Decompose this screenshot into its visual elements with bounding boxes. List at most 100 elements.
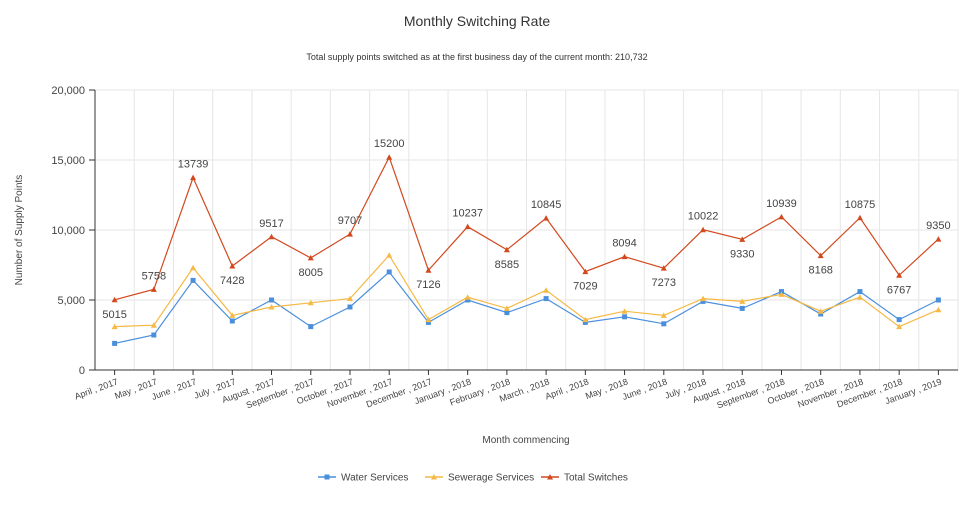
total-switches-data-label: 9707 bbox=[338, 215, 362, 227]
total-switches-point bbox=[464, 223, 471, 230]
total-switches-data-label: 6767 bbox=[887, 284, 911, 296]
water-services-point bbox=[661, 321, 667, 327]
legend-label: Total Switches bbox=[564, 473, 628, 484]
sewerage-services-point bbox=[582, 316, 589, 323]
water-services-point bbox=[386, 269, 392, 275]
total-switches-data-label: 8168 bbox=[808, 265, 832, 277]
water-services-point bbox=[269, 297, 275, 303]
water-services-point bbox=[308, 324, 314, 330]
total-switches-point bbox=[778, 213, 785, 220]
total-switches-point bbox=[346, 231, 353, 237]
total-switches-point bbox=[621, 253, 628, 260]
water-services-point bbox=[465, 297, 471, 303]
x-tick-label: April , 2017 bbox=[73, 376, 119, 401]
water-services-point bbox=[229, 318, 235, 324]
sewerage-services-point bbox=[268, 304, 275, 310]
total-switches-data-label: 10022 bbox=[688, 211, 719, 223]
sewerage-services-point bbox=[150, 322, 157, 328]
total-switches-point bbox=[386, 154, 393, 160]
total-switches-data-label: 8585 bbox=[495, 259, 519, 271]
y-tick-label: 0 bbox=[79, 365, 85, 377]
water-services-point bbox=[857, 289, 863, 295]
sewerage-services-line bbox=[114, 254, 939, 328]
total-switches-data-label: 9330 bbox=[730, 248, 754, 260]
total-switches-point bbox=[307, 254, 314, 261]
y-tick-label: 20,000 bbox=[51, 85, 85, 97]
sewerage-services-point bbox=[543, 287, 550, 293]
sewerage-services-point bbox=[307, 299, 314, 306]
total-switches-point bbox=[425, 267, 432, 273]
total-switches-data-label: 5015 bbox=[102, 309, 126, 321]
total-switches-line bbox=[114, 155, 939, 301]
data-labels: 5015 5758 13739 7428 9517 8005 9707 15200 7126 10… bbox=[102, 138, 950, 321]
water-services-point bbox=[425, 319, 431, 325]
total-switches-point bbox=[935, 236, 942, 242]
water-services-point bbox=[543, 296, 549, 302]
total-switches-point bbox=[817, 252, 824, 259]
sewerage-services-point bbox=[856, 294, 863, 300]
total-switches-point bbox=[700, 226, 707, 233]
legend-label: Sewerage Services bbox=[448, 473, 534, 484]
water-services-point bbox=[935, 297, 941, 303]
sewerage-services-point bbox=[817, 308, 824, 314]
water-services-point bbox=[582, 319, 588, 325]
water-services-point bbox=[739, 305, 745, 311]
total-switches-point bbox=[856, 214, 863, 221]
total-switches-data-label: 10845 bbox=[531, 199, 562, 211]
water-services-point bbox=[896, 317, 902, 323]
sewerage-services-point bbox=[386, 252, 393, 258]
sewerage-services-point bbox=[190, 264, 197, 271]
total-switches-data-label: 10939 bbox=[766, 198, 797, 210]
legend-item-sewerage-services[interactable]: Sewerage Services bbox=[425, 473, 534, 484]
total-switches-data-label: 7126 bbox=[416, 279, 440, 291]
total-switches-series bbox=[111, 154, 942, 303]
water-services-point bbox=[818, 311, 824, 317]
sewerage-services-point bbox=[660, 312, 667, 318]
total-switches-data-label: 7273 bbox=[652, 277, 676, 289]
sewerage-services-point bbox=[464, 294, 471, 300]
sewerage-services-point bbox=[621, 308, 628, 314]
total-switches-point bbox=[229, 263, 236, 269]
total-switches-point bbox=[739, 236, 746, 242]
total-switches-point bbox=[150, 286, 157, 292]
total-switches-point bbox=[111, 296, 118, 303]
total-switches-point bbox=[190, 174, 197, 181]
y-tick-label: 15,000 bbox=[51, 155, 85, 167]
total-switches-data-label: 5758 bbox=[142, 270, 166, 282]
legend-item-water-services[interactable]: Water Services bbox=[318, 473, 408, 484]
y-axis-title: Number of Supply Points bbox=[14, 175, 25, 286]
sewerage-services-point bbox=[935, 306, 942, 313]
sewerage-services-point bbox=[739, 298, 746, 304]
total-switches-point bbox=[543, 215, 550, 221]
legend[interactable]: Water Services Sewerage Services Total Swi… bbox=[318, 473, 628, 484]
x-tick-label: April , 2018 bbox=[544, 376, 590, 401]
chart-subtitle: Total supply points switched as at the f… bbox=[306, 52, 647, 62]
sewerage-services-point bbox=[503, 305, 510, 311]
total-switches-data-label: 15200 bbox=[374, 138, 405, 150]
water-services-point bbox=[151, 332, 157, 338]
legend-item-total-switches[interactable]: Total Switches bbox=[541, 473, 628, 484]
total-switches-data-label: 10237 bbox=[452, 208, 483, 220]
sewerage-services-point bbox=[111, 323, 118, 330]
legend-marker bbox=[431, 474, 437, 480]
sewerage-services-point bbox=[229, 312, 236, 318]
legend-label: Water Services bbox=[341, 473, 408, 484]
y-tick-label: 5,000 bbox=[57, 295, 85, 307]
water-services-point bbox=[622, 314, 628, 320]
series-group bbox=[111, 154, 942, 346]
water-services-point bbox=[112, 340, 118, 346]
sewerage-services-point bbox=[700, 295, 707, 302]
water-services-point bbox=[347, 304, 353, 310]
sewerage-services-series bbox=[111, 252, 942, 330]
total-switches-data-label: 8005 bbox=[299, 267, 323, 279]
total-switches-data-label: 9350 bbox=[926, 220, 950, 232]
total-switches-data-label: 7428 bbox=[220, 275, 244, 287]
total-switches-data-label: 13739 bbox=[178, 159, 209, 171]
x-axis-title: Month commencing bbox=[482, 435, 569, 446]
total-switches-data-label: 8094 bbox=[612, 238, 636, 250]
water-services-point bbox=[190, 277, 196, 283]
total-switches-point bbox=[582, 268, 589, 275]
